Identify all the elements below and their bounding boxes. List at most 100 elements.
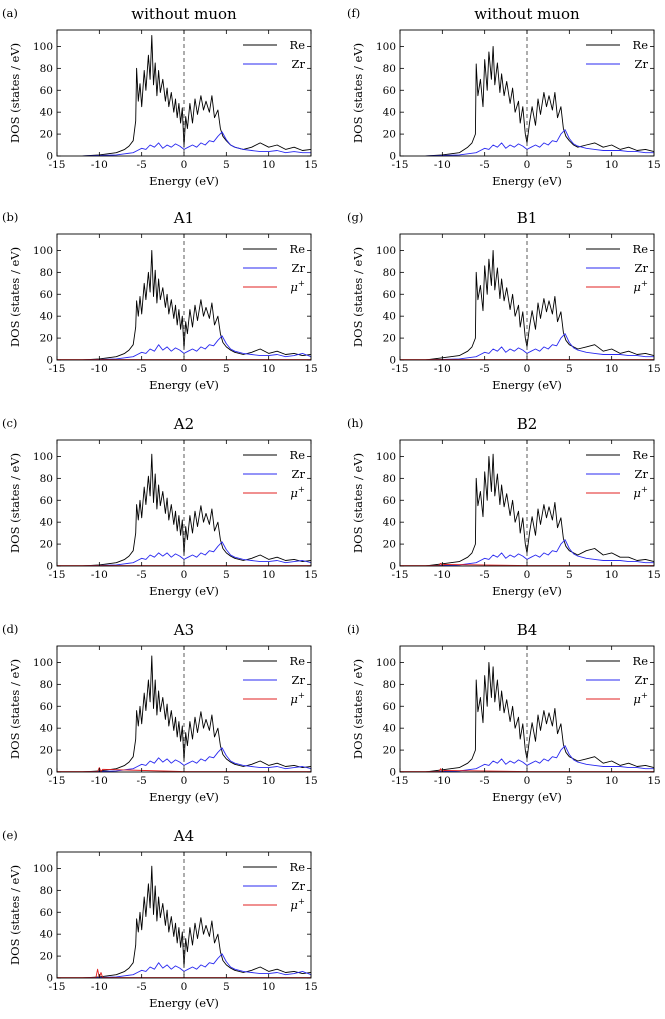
series-line-zr bbox=[425, 539, 654, 566]
x-tick-label: -15 bbox=[392, 569, 409, 581]
x-tick-label: -5 bbox=[137, 981, 147, 993]
panel-letter: (i) bbox=[347, 622, 360, 636]
x-tick-label: 0 bbox=[524, 363, 531, 375]
x-tick-label: -15 bbox=[49, 363, 66, 375]
x-tick-label: -10 bbox=[91, 363, 108, 375]
legend-label: Re bbox=[290, 38, 306, 52]
x-tick-label: 15 bbox=[647, 159, 660, 171]
x-tick-label: 10 bbox=[605, 363, 618, 375]
x-tick-label: 15 bbox=[647, 363, 660, 375]
y-axis-label: DOS (states / eV) bbox=[351, 247, 365, 347]
x-tick-label: 0 bbox=[524, 159, 531, 171]
y-tick-label: 60 bbox=[383, 289, 396, 301]
y-tick-label: 60 bbox=[40, 907, 53, 919]
x-tick-label: -5 bbox=[480, 569, 490, 581]
x-tick-label: 15 bbox=[304, 775, 317, 787]
x-tick-label: 15 bbox=[304, 159, 317, 171]
panel-b: (b) A1 -15 -10 -5 0 5 10 15 0 20 40 60 80 100 Energy (e… bbox=[2, 209, 318, 392]
series-line-zr bbox=[82, 953, 311, 978]
y-tick-label: 60 bbox=[383, 85, 396, 97]
y-axis-label: DOS (states / eV) bbox=[8, 865, 22, 965]
x-tick-label: -10 bbox=[434, 569, 451, 581]
y-tick-label: 20 bbox=[383, 129, 396, 141]
y-axis-label: DOS (states / eV) bbox=[351, 659, 365, 759]
x-axis-label: Energy (eV) bbox=[149, 996, 219, 1010]
x-tick-label: 10 bbox=[262, 159, 275, 171]
legend-label: Zr bbox=[292, 57, 306, 71]
legend-label: Re bbox=[633, 654, 649, 668]
y-tick-label: 20 bbox=[40, 129, 53, 141]
series-line-zr bbox=[425, 129, 654, 156]
x-axis-label: Energy (eV) bbox=[492, 790, 562, 804]
x-tick-label: 0 bbox=[181, 159, 188, 171]
x-tick-label: -15 bbox=[49, 569, 66, 581]
y-tick-label: 80 bbox=[40, 63, 53, 75]
y-axis-label: DOS (states / eV) bbox=[8, 659, 22, 759]
series-line-zr bbox=[82, 335, 311, 360]
y-tick-label: 20 bbox=[383, 745, 396, 757]
series-line-re bbox=[425, 661, 654, 772]
panel-title: A4 bbox=[173, 827, 194, 845]
y-tick-label: 40 bbox=[383, 517, 396, 529]
legend-label: Zr bbox=[292, 879, 306, 893]
panel-a: (a) without muon -15 -10 -5 0 5 10 15 0 20 40 60 80 10… bbox=[2, 5, 318, 188]
x-tick-label: 15 bbox=[647, 775, 660, 787]
y-tick-label: 100 bbox=[33, 451, 53, 463]
x-tick-label: 5 bbox=[566, 569, 573, 581]
y-tick-label: 20 bbox=[40, 333, 53, 345]
legend-label: Re bbox=[633, 448, 649, 462]
y-tick-label: 100 bbox=[33, 245, 53, 257]
y-tick-label: 80 bbox=[383, 267, 396, 279]
x-axis-label: Energy (eV) bbox=[149, 174, 219, 188]
y-tick-label: 60 bbox=[40, 289, 53, 301]
panel-g: (g) B1 -15 -10 -5 0 5 10 15 0 20 40 60 80 100 Energy (e… bbox=[347, 209, 661, 392]
legend-label: μ+ bbox=[633, 485, 648, 500]
x-tick-label: 0 bbox=[181, 569, 188, 581]
y-axis-label: DOS (states / eV) bbox=[8, 43, 22, 143]
x-tick-label: 15 bbox=[304, 569, 317, 581]
x-tick-label: -10 bbox=[91, 159, 108, 171]
panel-title: A1 bbox=[173, 209, 194, 227]
series-line-re bbox=[82, 865, 311, 978]
x-tick-label: -15 bbox=[392, 159, 409, 171]
panel-i: (i) B4 -15 -10 -5 0 5 10 15 0 20 40 60 80 100 Energy (e… bbox=[347, 621, 661, 804]
panel-h: (h) B2 -15 -10 -5 0 5 10 15 0 20 40 60 80 100 Energy (e… bbox=[347, 415, 661, 598]
x-tick-label: 10 bbox=[262, 569, 275, 581]
y-tick-label: 80 bbox=[383, 679, 396, 691]
y-tick-label: 0 bbox=[46, 355, 53, 367]
x-tick-label: 5 bbox=[566, 775, 573, 787]
y-tick-label: 0 bbox=[46, 561, 53, 573]
y-tick-label: 40 bbox=[40, 929, 53, 941]
series-line-re bbox=[425, 453, 654, 566]
x-tick-label: -15 bbox=[49, 159, 66, 171]
y-tick-label: 40 bbox=[40, 723, 53, 735]
panel-title: without muon bbox=[131, 5, 237, 23]
legend-label: Re bbox=[633, 38, 649, 52]
legend-label: Re bbox=[633, 242, 649, 256]
y-tick-label: 100 bbox=[33, 41, 53, 53]
y-tick-label: 0 bbox=[46, 767, 53, 779]
y-tick-label: 100 bbox=[33, 657, 53, 669]
y-tick-label: 100 bbox=[33, 863, 53, 875]
x-tick-label: -15 bbox=[49, 981, 66, 993]
panel-letter: (d) bbox=[2, 622, 18, 636]
y-tick-label: 60 bbox=[40, 701, 53, 713]
series-line-re bbox=[82, 35, 311, 156]
legend-label: Zr bbox=[635, 261, 649, 275]
x-tick-label: -5 bbox=[480, 159, 490, 171]
y-tick-label: 80 bbox=[40, 267, 53, 279]
panel-title: without muon bbox=[474, 5, 580, 23]
x-tick-label: -15 bbox=[392, 363, 409, 375]
x-tick-label: -5 bbox=[137, 569, 147, 581]
x-tick-label: 5 bbox=[223, 569, 230, 581]
legend-label: Re bbox=[290, 860, 306, 874]
legend-label: Zr bbox=[292, 467, 306, 481]
panel-f: (f) without muon -15 -10 -5 0 5 10 15 0 20 40 60 80 10… bbox=[347, 5, 661, 188]
x-tick-label: -5 bbox=[137, 363, 147, 375]
legend-label: μ+ bbox=[290, 279, 305, 294]
y-tick-label: 40 bbox=[40, 107, 53, 119]
x-tick-label: 10 bbox=[605, 159, 618, 171]
y-tick-label: 100 bbox=[376, 657, 396, 669]
panel-title: B1 bbox=[517, 209, 538, 227]
y-tick-label: 20 bbox=[40, 745, 53, 757]
